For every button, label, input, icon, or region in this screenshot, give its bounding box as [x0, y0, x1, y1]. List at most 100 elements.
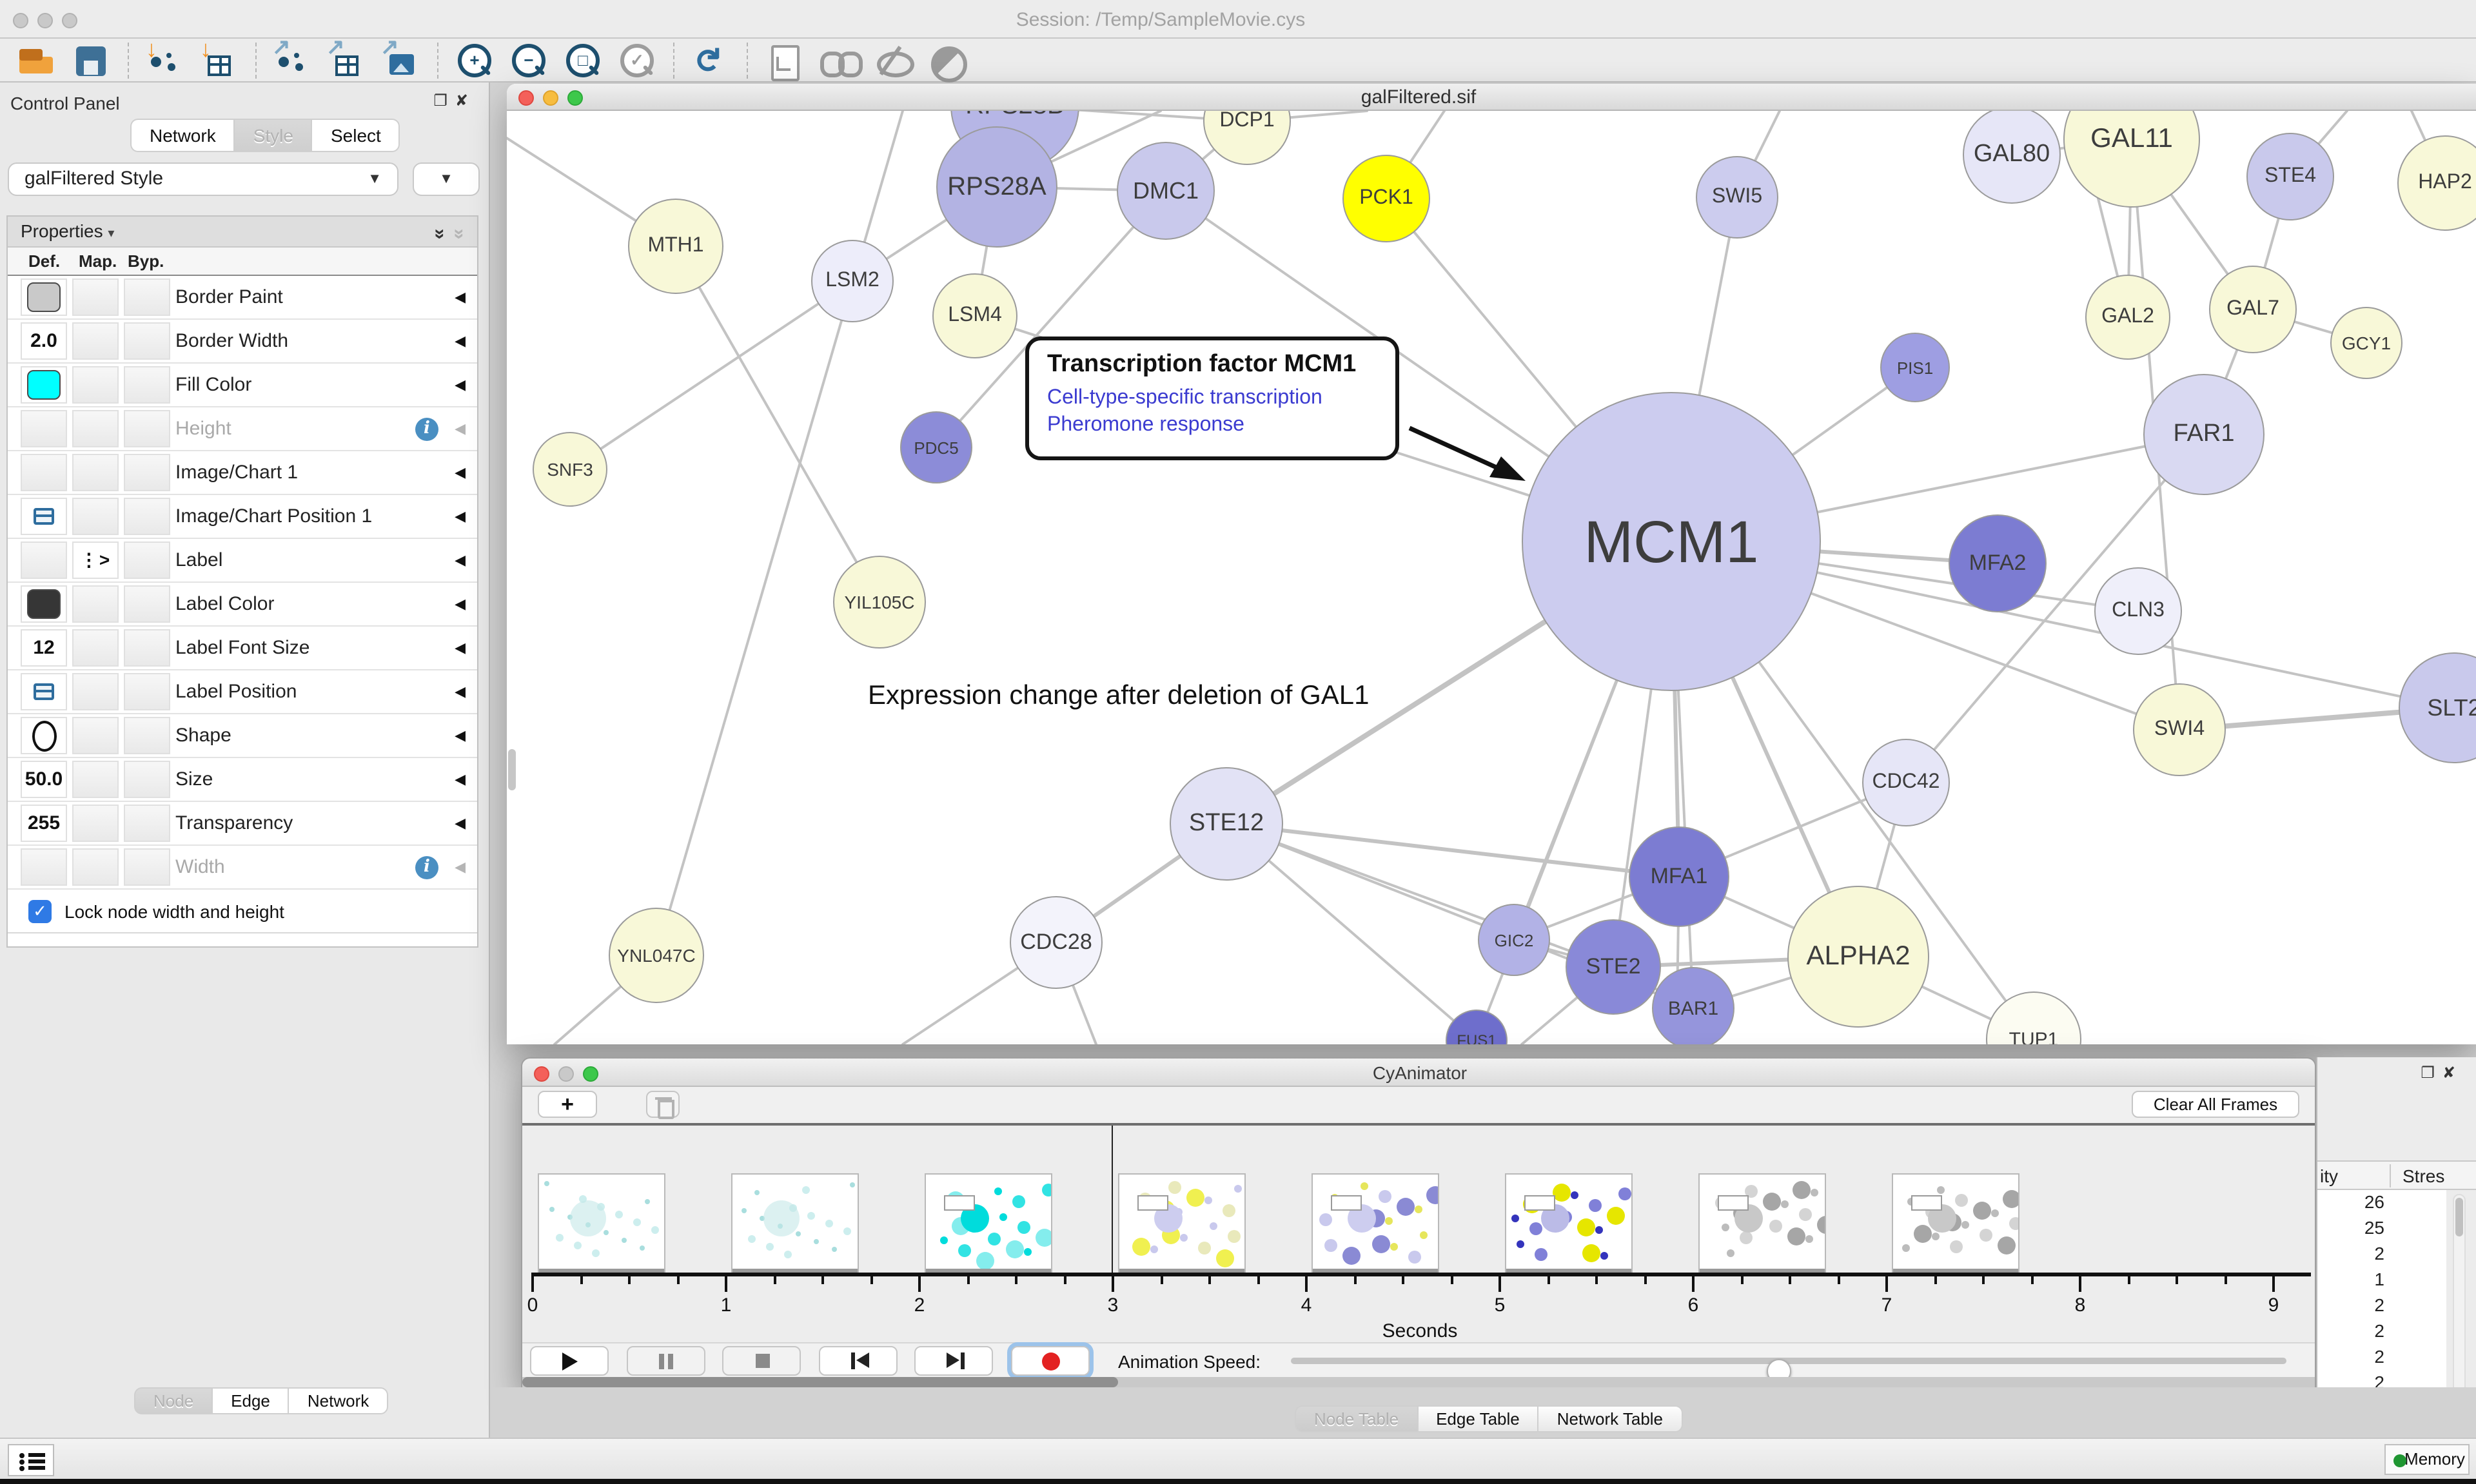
mapping-cell[interactable]	[72, 629, 119, 667]
collapse-arrow-icon[interactable]: ◀	[455, 553, 466, 569]
stop-button[interactable]	[722, 1346, 801, 1376]
table-row[interactable]: 2	[2374, 1243, 2384, 1264]
property-row-transparency[interactable]: 255 Transparency ◀	[8, 802, 477, 846]
network-node-snf3[interactable]: SNF3	[533, 432, 607, 507]
network-node-ste2[interactable]: STE2	[1566, 919, 1661, 1015]
bypass-cell[interactable]	[124, 498, 170, 535]
mapping-cell[interactable]	[72, 410, 119, 447]
style-options-button[interactable]: ▼	[413, 162, 480, 196]
network-node-ste4[interactable]: STE4	[2246, 133, 2334, 220]
table-row[interactable]: 25	[2364, 1217, 2384, 1238]
float-icon[interactable]: ❐	[2421, 1064, 2442, 1082]
pause-button[interactable]	[626, 1346, 705, 1376]
zoom-out-icon[interactable]	[507, 41, 551, 80]
annotation-link[interactable]: Cell-type-specific transcription	[1047, 387, 1322, 409]
binoculars-icon[interactable]	[816, 41, 863, 80]
collapse-arrow-icon[interactable]: ◀	[455, 378, 466, 393]
tab-network-table[interactable]: Network Table	[1537, 1405, 1683, 1432]
network-node-fus1[interactable]: FUS1	[1446, 1010, 1508, 1044]
close-icon[interactable]	[518, 90, 534, 106]
delete-frame-button[interactable]	[646, 1091, 680, 1119]
network-node-gal80[interactable]: GAL80	[1963, 111, 2061, 204]
network-node-lsm2[interactable]: LSM2	[811, 240, 894, 322]
table-row[interactable]: 1	[2374, 1269, 2384, 1289]
default-cell[interactable]: 2.0	[21, 322, 67, 360]
zoom-in-icon[interactable]	[453, 41, 496, 80]
frame-thumbnail-2[interactable]	[925, 1173, 1052, 1276]
collapse-arrow-icon[interactable]: ◀	[455, 422, 466, 437]
network-node-yil105c[interactable]: YIL105C	[833, 556, 926, 649]
bypass-cell[interactable]	[124, 278, 170, 316]
frame-thumbnail-1[interactable]	[731, 1173, 859, 1276]
bypass-cell[interactable]	[124, 542, 170, 579]
network-node-rps28a[interactable]: RPS28A	[936, 126, 1057, 248]
network-node-mth1[interactable]: MTH1	[628, 199, 723, 294]
property-row-label-position[interactable]: Label Position ◀	[8, 670, 477, 714]
timeline-scrollbar[interactable]	[522, 1377, 2315, 1387]
collapse-arrow-icon[interactable]: ◀	[455, 728, 466, 744]
export-network-icon[interactable]	[271, 35, 315, 80]
network-node-far1[interactable]: FAR1	[2143, 374, 2265, 495]
table-row[interactable]: 26	[2364, 1191, 2384, 1212]
tab-node-table[interactable]: Node Table	[1295, 1405, 1417, 1432]
collapse-arrow-icon[interactable]: ◀	[455, 290, 466, 306]
show-details-icon[interactable]	[925, 41, 968, 83]
default-cell[interactable]	[21, 454, 67, 491]
property-row-size[interactable]: 50.0 Size ◀	[8, 758, 477, 802]
network-scrollbar[interactable]	[508, 749, 516, 790]
close-icon[interactable]: ✘	[2442, 1064, 2463, 1082]
table-row[interactable]: 2	[2374, 1320, 2384, 1341]
skip-start-button[interactable]	[818, 1346, 898, 1376]
zoom-icon[interactable]	[567, 90, 583, 106]
bypass-cell[interactable]	[124, 629, 170, 667]
lock-checkbox[interactable]: ✓	[28, 900, 52, 923]
clear-all-frames-button[interactable]: Clear All Frames	[2132, 1091, 2299, 1118]
network-node-pck1[interactable]: PCK1	[1342, 155, 1430, 242]
default-cell[interactable]	[21, 585, 67, 623]
mapping-cell[interactable]	[72, 278, 119, 316]
table-column-header[interactable]: ity	[2320, 1166, 2338, 1186]
table-scrollbar[interactable]	[2453, 1194, 2466, 1426]
mapping-cell[interactable]	[72, 454, 119, 491]
collapse-arrow-icon[interactable]: ◀	[455, 334, 466, 349]
add-frame-button[interactable]: +	[538, 1091, 597, 1118]
mapping-cell[interactable]	[72, 717, 119, 754]
zoom-fit-icon[interactable]	[561, 41, 605, 80]
mapping-cell[interactable]	[72, 498, 119, 535]
frame-thumbnail-3[interactable]	[1118, 1173, 1246, 1276]
default-cell[interactable]	[21, 410, 67, 447]
network-node-tup1[interactable]: TUP1	[1986, 991, 2081, 1044]
bypass-cell[interactable]	[124, 848, 170, 886]
animation-speed-slider[interactable]	[1291, 1358, 2286, 1383]
network-node-dcp1[interactable]: DCP1	[1203, 111, 1291, 165]
default-cell[interactable]	[21, 366, 67, 404]
frames-timeline[interactable]	[522, 1126, 2315, 1276]
property-row-shape[interactable]: Shape ◀	[8, 714, 477, 758]
default-cell[interactable]: 50.0	[21, 761, 67, 798]
memory-button[interactable]: Memory	[2384, 1444, 2470, 1475]
network-node-hap2[interactable]: HAP2	[2397, 135, 2476, 231]
task-history-button[interactable]	[8, 1444, 54, 1476]
document-icon[interactable]	[762, 41, 806, 81]
property-row-width[interactable]: Width i ◀	[8, 846, 477, 890]
fullscreen-icon[interactable]	[62, 13, 77, 28]
mapping-cell[interactable]	[72, 673, 119, 710]
cyanimator-titlebar[interactable]: CyAnimator	[522, 1059, 2315, 1087]
network-node-gic2[interactable]: GIC2	[1478, 904, 1550, 976]
import-network-icon[interactable]	[143, 36, 187, 80]
tab-style[interactable]: Style	[233, 119, 311, 152]
bypass-cell[interactable]	[124, 366, 170, 404]
network-node-gal7[interactable]: GAL7	[2209, 266, 2297, 353]
bypass-cell[interactable]	[124, 454, 170, 491]
network-node-cdc28[interactable]: CDC28	[1010, 896, 1103, 989]
mapping-cell[interactable]	[72, 805, 119, 842]
network-node-cln3[interactable]: CLN3	[2094, 567, 2182, 655]
table-header-row[interactable]: ity Stres	[2317, 1160, 2476, 1190]
default-cell[interactable]	[21, 673, 67, 710]
float-icon[interactable]: ❐	[433, 92, 455, 110]
window-controls[interactable]	[13, 12, 86, 35]
collapse-arrow-icon[interactable]: ◀	[455, 816, 466, 832]
mapping-cell[interactable]	[72, 848, 119, 886]
network-node-ynl047c[interactable]: YNL047C	[609, 908, 704, 1003]
network-node-mfa2[interactable]: MFA2	[1949, 514, 2047, 612]
